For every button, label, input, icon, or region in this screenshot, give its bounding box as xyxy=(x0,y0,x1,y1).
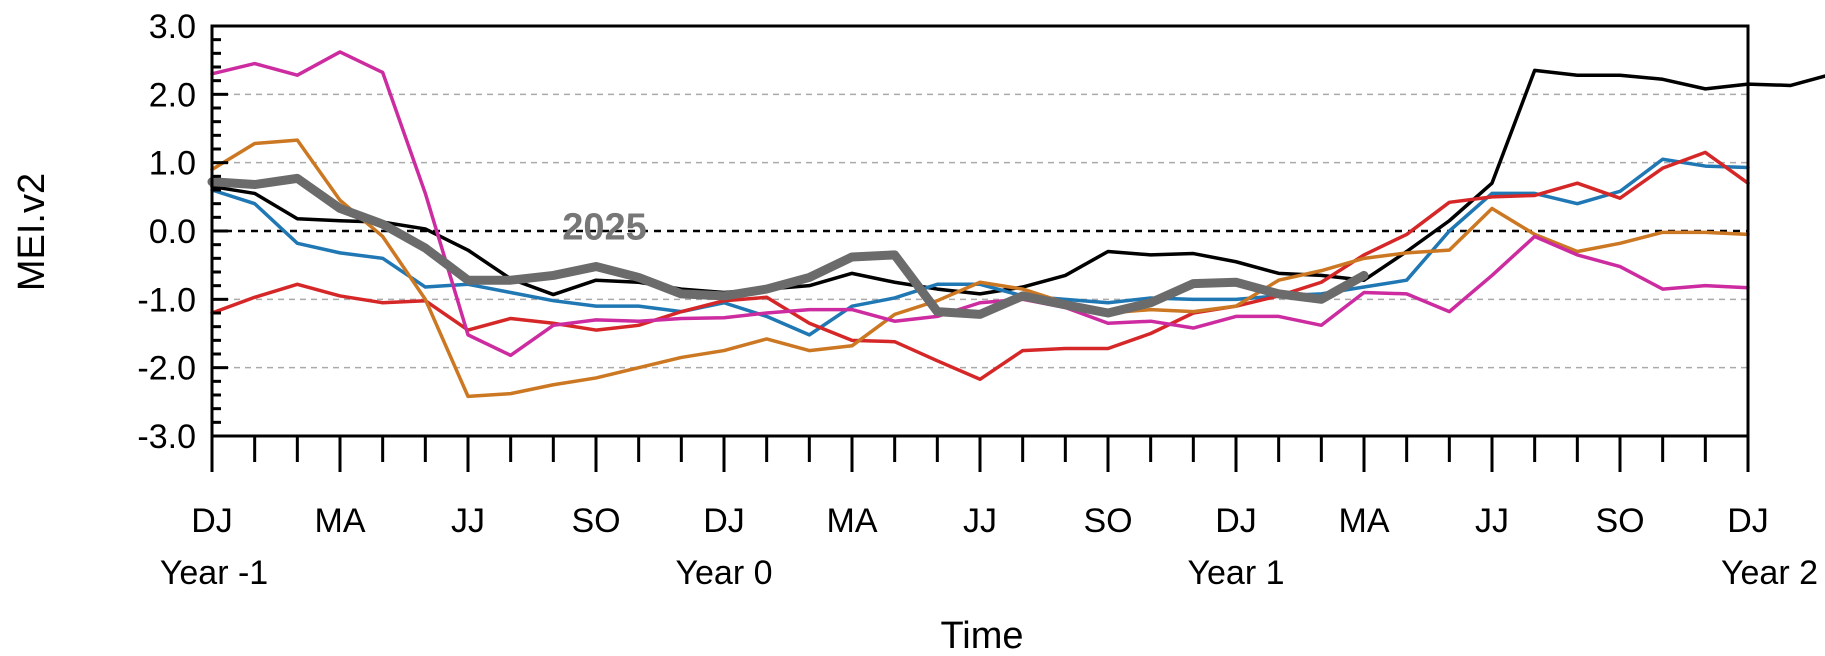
x-tick-label: DJ xyxy=(191,502,233,540)
y-ticks xyxy=(212,24,228,438)
x-tick-label: DJ xyxy=(1727,502,1769,540)
grid-lines xyxy=(212,93,1748,369)
year-label: Year 2 xyxy=(1721,554,1818,592)
series-line-2025 xyxy=(207,173,1369,319)
y-tick-label: 0.0 xyxy=(149,213,196,251)
y-tick-label: -1.0 xyxy=(137,281,196,319)
x-tick-label: DJ xyxy=(703,502,745,540)
x-tick-label: SO xyxy=(1083,502,1132,540)
annotation-2025: 2025 xyxy=(562,207,647,249)
x-tick-label: MA xyxy=(827,502,878,540)
x-tick-label: SO xyxy=(571,502,620,540)
year-label: Year -1 xyxy=(160,554,268,592)
x-tick-label: JJ xyxy=(451,502,485,540)
x-tick-label: MA xyxy=(315,502,366,540)
series-line-4 xyxy=(210,138,1750,399)
tick-labels: -3.0 -2.0 -1.0 0.0 1.0 2.0 3.0 DJ MA JJ SO DJ MA JJ SO… xyxy=(137,8,1818,592)
y-tick-label: 1.0 xyxy=(149,145,196,183)
x-tick-label: JJ xyxy=(1475,502,1509,540)
series-line-1 xyxy=(210,68,1825,297)
y-tick-label: -2.0 xyxy=(137,350,196,388)
y-tick-label: 3.0 xyxy=(149,8,196,46)
x-tick-label: JJ xyxy=(963,502,997,540)
x-ticks xyxy=(210,436,1750,472)
x-axis-title: Time xyxy=(940,615,1023,656)
x-tick-label: DJ xyxy=(1215,502,1257,540)
y-tick-label: 2.0 xyxy=(149,76,196,114)
series-line-5 xyxy=(210,50,1750,358)
year-label: Year 0 xyxy=(675,554,772,592)
series-lines xyxy=(207,50,1825,399)
y-tick-label: -3.0 xyxy=(137,418,196,456)
x-tick-label: SO xyxy=(1595,502,1644,540)
x-tick-label: MA xyxy=(1339,502,1390,540)
year-label: Year 1 xyxy=(1187,554,1284,592)
y-axis-title: MEI.v2 xyxy=(11,173,53,291)
